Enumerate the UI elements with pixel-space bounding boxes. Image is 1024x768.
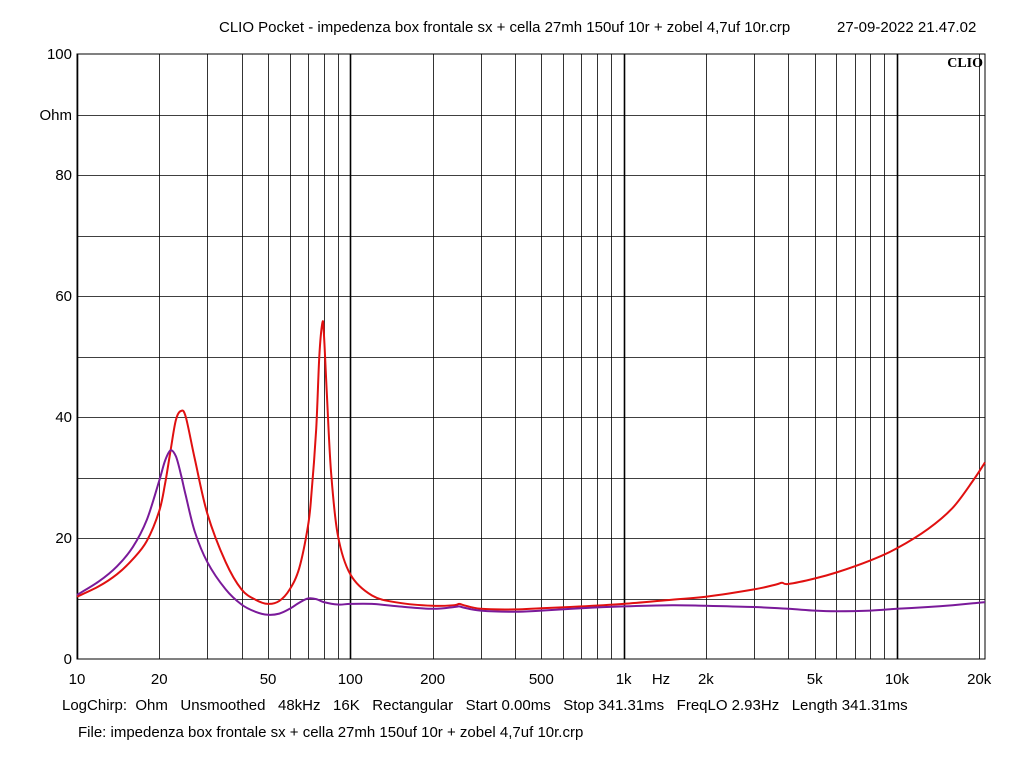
- grid-minor: [77, 54, 985, 659]
- x-tick-label: 2k: [698, 671, 714, 688]
- settings-line: LogChirp: Ohm Unsmoothed 48kHz 16K Recta…: [62, 697, 908, 714]
- clio-logo: CLIO: [947, 56, 983, 71]
- x-tick-label: 20: [151, 671, 168, 688]
- x-tick-label: 10: [69, 671, 86, 688]
- settings-units: Ohm: [135, 697, 168, 714]
- y-tick-label: 80: [55, 167, 72, 184]
- file-line: File: impedenza box frontale sx + cella …: [78, 724, 584, 741]
- settings-mode: LogChirp:: [62, 697, 128, 714]
- chart-title: CLIO Pocket - impedenza box frontale sx …: [219, 19, 791, 36]
- x-tick-labels: 10 20 50 100 200 500 1k 2k 5k 10k 20k: [69, 671, 992, 688]
- series-line-2: [76, 449, 986, 616]
- x-tick-label: 100: [338, 671, 363, 688]
- series-layer: [76, 320, 986, 616]
- settings-start: Start 0.00ms: [465, 697, 551, 714]
- y-tick-label: 60: [55, 288, 72, 305]
- settings-fft-size: 16K: [333, 697, 360, 714]
- y-tick-label: 100: [47, 46, 72, 63]
- x-tick-label: 500: [529, 671, 554, 688]
- x-tick-label: 20k: [967, 671, 992, 688]
- y-axis-label: Ohm: [39, 107, 72, 124]
- x-tick-label: 200: [420, 671, 445, 688]
- y-tick-label: 40: [55, 409, 72, 426]
- y-tick-labels: 0 20 40 60 80 100: [47, 46, 72, 668]
- x-tick-label: 1k: [616, 671, 632, 688]
- y-tick-label: 0: [64, 651, 72, 668]
- x-tick-label: 5k: [807, 671, 823, 688]
- settings-sample-rate: 48kHz: [278, 697, 321, 714]
- y-tick-label: 20: [55, 530, 72, 547]
- settings-smoothing: Unsmoothed: [180, 697, 266, 714]
- timestamp: 27-09-2022 21.47.02: [837, 19, 977, 36]
- settings-stop: Stop 341.31ms: [563, 697, 665, 714]
- x-axis-unit-label: Hz: [652, 671, 670, 688]
- x-tick-label: 50: [260, 671, 277, 688]
- settings-length: Length 341.31ms: [791, 697, 908, 714]
- settings-freqlo: FreqLO 2.93Hz: [676, 697, 780, 714]
- grid-major: [76, 54, 899, 659]
- plot-frame: [76, 53, 986, 660]
- x-tick-label: 10k: [885, 671, 910, 688]
- settings-window: Rectangular: [372, 697, 454, 714]
- series-line-1: [76, 320, 986, 611]
